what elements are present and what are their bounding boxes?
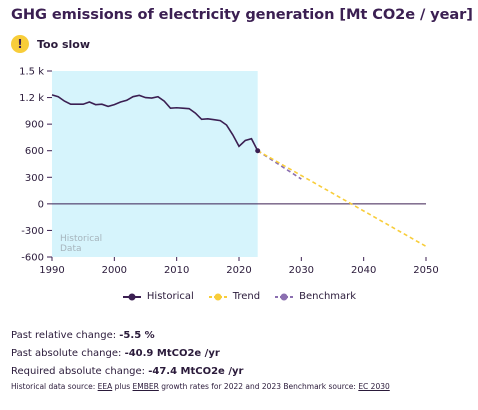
benchmark-line-icon	[275, 293, 294, 300]
y-tick-label: -600	[21, 253, 44, 264]
x-tick-label: 2020	[226, 265, 251, 276]
y-tick-label: 0	[38, 199, 44, 210]
trend-line-icon	[208, 293, 227, 300]
source-note: Historical data source: EEA plus EMBER g…	[11, 382, 390, 391]
stat-relative-value: -5.5 %	[119, 330, 155, 341]
trend-line	[257, 150, 427, 248]
historical-region-label: Historical	[60, 234, 102, 244]
stat-required-label: Required absolute change:	[11, 366, 146, 377]
x-tick-label: 2000	[102, 265, 127, 276]
status-label: Too slow	[37, 37, 91, 51]
y-tick-label: 1.2 k	[19, 93, 44, 104]
source-link-ec[interactable]: EC 2030	[358, 382, 390, 391]
stat-required-value: -47.4 MtCO2e /yr	[148, 366, 244, 377]
stats-panel: Past relative change: -5.5 % Past absolu…	[11, 327, 243, 381]
historical-line-icon	[122, 293, 141, 300]
stat-relative-label: Past relative change:	[11, 330, 117, 341]
legend-item-benchmark[interactable]: Benchmark	[274, 291, 356, 302]
y-tick-label: 1.5 k	[19, 67, 44, 78]
x-tick-label: 1990	[39, 265, 64, 276]
legend-item-historical[interactable]: Historical	[122, 291, 194, 302]
historical-region-label: Data	[60, 244, 82, 254]
legend-label-benchmark: Benchmark	[299, 291, 357, 302]
source-prefix: Historical data source:	[11, 382, 96, 391]
y-tick-label: 300	[25, 173, 44, 184]
historical-line	[51, 94, 259, 152]
source-link-ember[interactable]: EMBER	[132, 382, 159, 391]
status-indicator: ! Too slow	[11, 35, 90, 53]
chart-title: GHG emissions of electricity generation …	[11, 6, 473, 23]
stat-absolute-label: Past absolute change:	[11, 348, 122, 359]
stat-absolute-change: Past absolute change: -40.9 MtCO2e /yr	[11, 345, 243, 363]
legend-label-historical: Historical	[146, 291, 194, 302]
stat-absolute-value: -40.9 MtCO2e /yr	[124, 348, 220, 359]
historical-point	[255, 148, 261, 154]
legend-item-trend[interactable]: Trend	[208, 291, 260, 302]
source-link-eea[interactable]: EEA	[97, 382, 113, 391]
historical-region	[52, 71, 258, 257]
x-tick-label: 2010	[164, 265, 189, 276]
legend-label-trend: Trend	[232, 291, 261, 302]
y-tick-label: -300	[21, 226, 44, 237]
stat-required-change: Required absolute change: -47.4 MtCO2e /…	[11, 363, 243, 381]
x-tick-label: 2050	[413, 265, 438, 276]
y-tick-label: 900	[25, 120, 44, 131]
source-mid-text-2: growth rates for 2022 and 2023 Benchmark…	[161, 382, 356, 391]
x-tick-label: 2040	[351, 265, 376, 276]
exclamation-icon: !	[11, 35, 29, 53]
stat-relative-change: Past relative change: -5.5 %	[11, 327, 243, 345]
x-tick-label: 2030	[289, 265, 314, 276]
source-mid-text: plus	[114, 382, 131, 391]
y-tick-label: 600	[25, 146, 44, 157]
chart-legend: Historical Trend Benchmark	[0, 291, 478, 302]
